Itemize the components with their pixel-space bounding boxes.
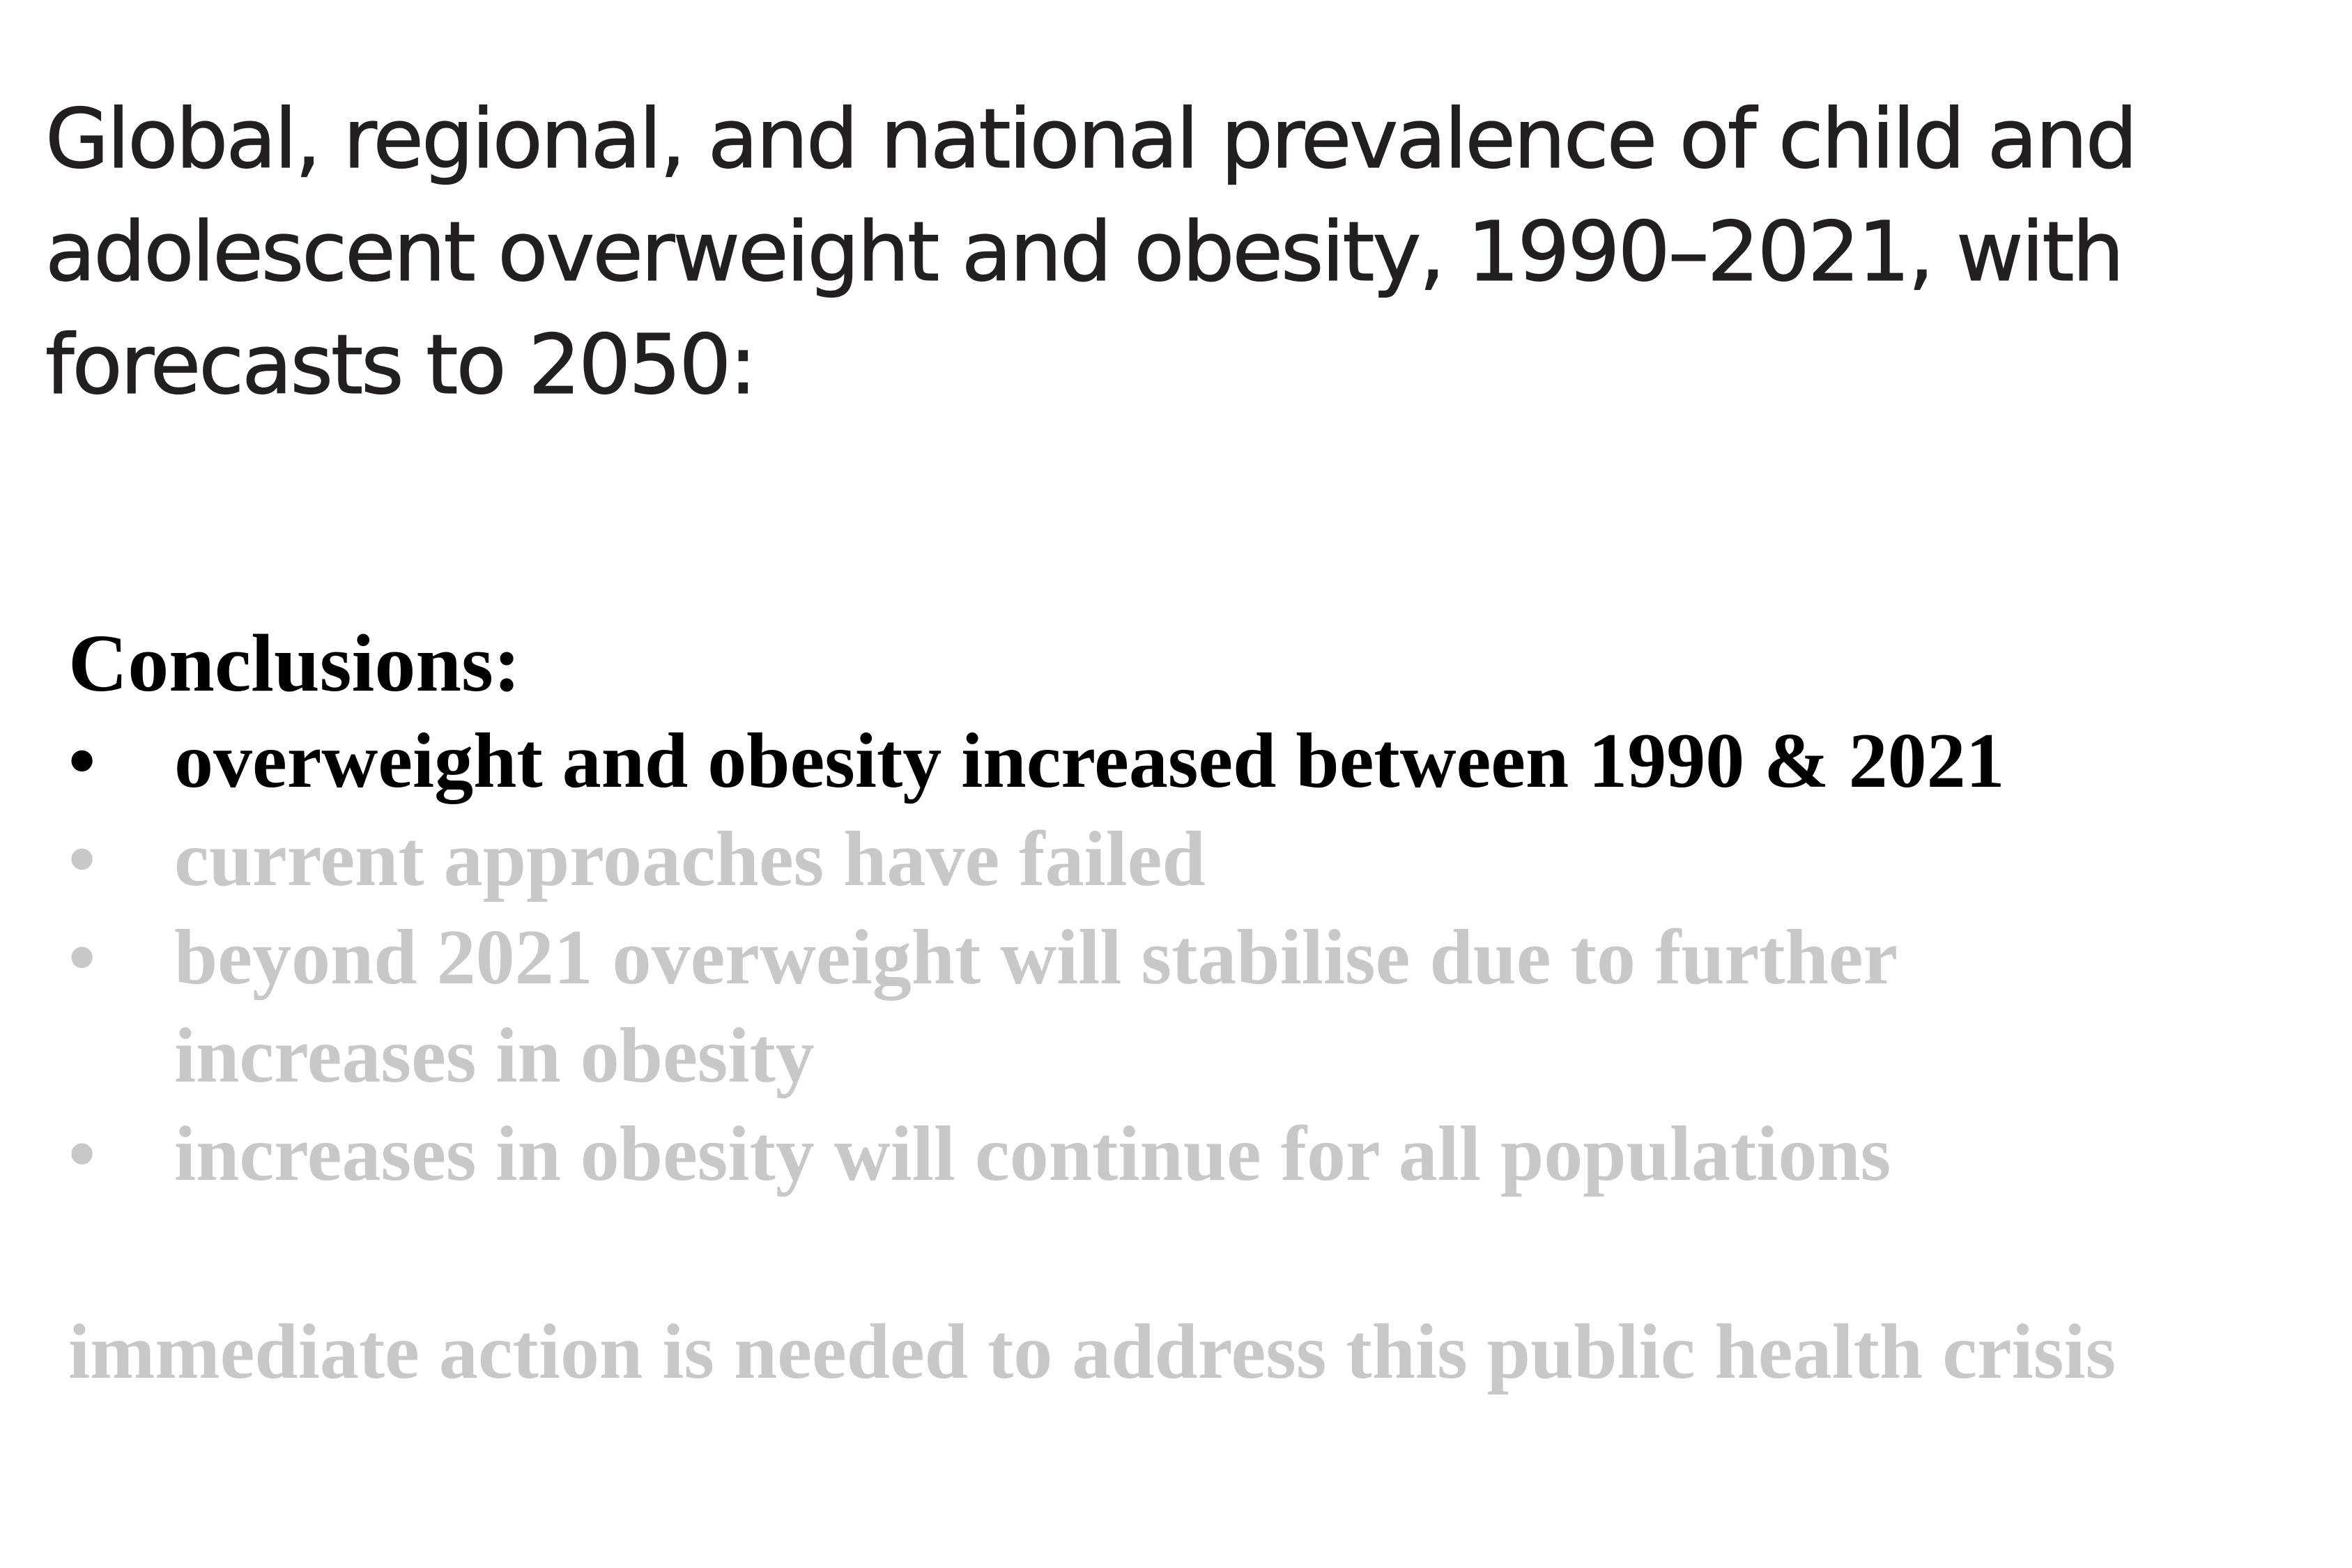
paper-title-line: Global, regional, and national prevalenc… bbox=[45, 90, 2138, 187]
conclusion-text: current approaches have failed bbox=[174, 816, 1206, 902]
conclusion-text: increases in obesity will continue for a… bbox=[174, 1111, 1891, 1197]
conclusion-item-increase: • overweight and obesity increased betwe… bbox=[68, 712, 2298, 810]
paper-title-line: forecasts to 2050: bbox=[45, 316, 757, 413]
bullet-icon: • bbox=[68, 1111, 96, 1197]
conclusion-text: beyond 2021 overweight will stabilise du… bbox=[174, 914, 1898, 1001]
paper-title: Global, regional, and national prevalenc… bbox=[45, 82, 2138, 421]
conclusion-item-failed: • current approaches have failed bbox=[68, 810, 2298, 909]
closing-statement: immediate action is needed to address th… bbox=[68, 1309, 2116, 1395]
conclusions-list: • overweight and obesity increased betwe… bbox=[68, 712, 2298, 1204]
conclusion-item-stabilise: • beyond 2021 overweight will stabilise … bbox=[68, 909, 2298, 1105]
bullet-icon: • bbox=[68, 816, 96, 902]
conclusion-item-continue: • increases in obesity will continue for… bbox=[68, 1105, 2298, 1204]
conclusions-heading: Conclusions: bbox=[68, 617, 521, 709]
paper-title-line: adolescent overweight and obesity, 1990–… bbox=[45, 203, 2125, 300]
bullet-icon: • bbox=[68, 718, 96, 804]
bullet-icon: • bbox=[68, 914, 96, 1001]
conclusion-text-continued: increases in obesity bbox=[174, 1013, 815, 1099]
conclusion-text: overweight and obesity increased between… bbox=[174, 718, 2005, 804]
